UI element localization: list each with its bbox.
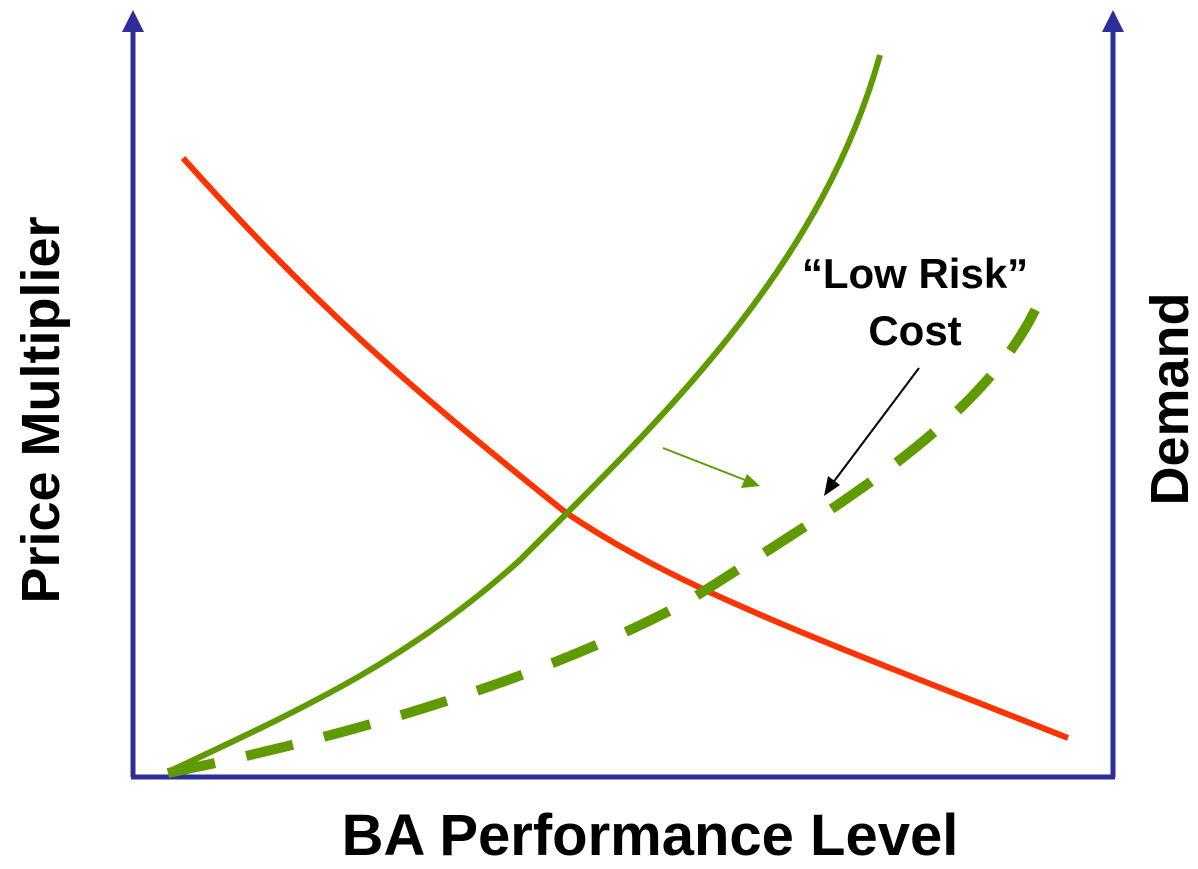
low-risk-cost-curve [167,293,1047,778]
demand-curve [180,155,1070,741]
annotation-arrow-line [831,367,920,485]
shift-arrow-head-icon [741,474,760,488]
annotation-arrow-head-icon [824,476,840,496]
x-axis-label: BA Performance Level [341,803,959,868]
price-multiplier-curve [166,54,883,775]
shift-arrow-line [662,447,746,481]
right-y-axis-arrow-icon [1102,10,1124,32]
left-y-axis-arrow-icon [122,10,144,32]
cost-label: Cost [868,307,962,354]
right-y-axis-label: Demand [1140,292,1198,506]
low-risk-label: “Low Risk” [801,250,1029,297]
left-y-axis-label: Price Multiplier [11,216,71,604]
